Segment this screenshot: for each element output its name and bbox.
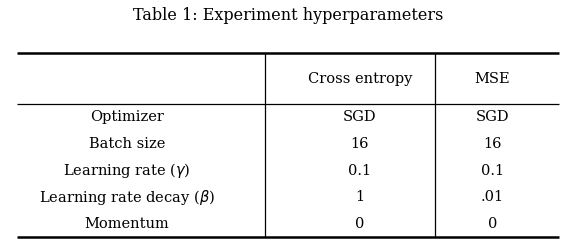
Text: Batch size: Batch size	[89, 137, 165, 151]
Text: SGD: SGD	[343, 110, 377, 124]
Text: SGD: SGD	[476, 110, 509, 124]
Text: .01: .01	[481, 190, 504, 204]
Text: Table 1: Experiment hyperparameters: Table 1: Experiment hyperparameters	[133, 7, 443, 24]
Text: 1: 1	[355, 190, 365, 204]
Text: MSE: MSE	[475, 72, 510, 86]
Text: 16: 16	[483, 137, 502, 151]
Text: Learning rate ($\gamma$): Learning rate ($\gamma$)	[63, 161, 191, 180]
Text: 0.1: 0.1	[348, 164, 372, 178]
Text: 16: 16	[351, 137, 369, 151]
Text: Learning rate decay ($\beta$): Learning rate decay ($\beta$)	[39, 188, 215, 207]
Text: Optimizer: Optimizer	[90, 110, 164, 124]
Text: Momentum: Momentum	[84, 217, 169, 231]
Text: 0: 0	[355, 217, 365, 231]
Text: 0.1: 0.1	[481, 164, 504, 178]
Text: 0: 0	[488, 217, 497, 231]
Text: Cross entropy: Cross entropy	[308, 72, 412, 86]
